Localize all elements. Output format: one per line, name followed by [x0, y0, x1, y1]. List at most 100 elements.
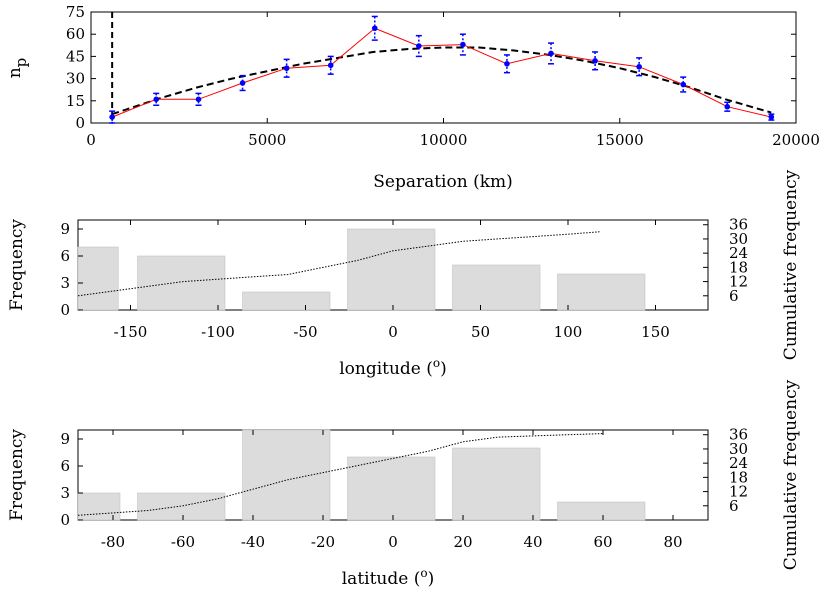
separation-ylabel: np	[5, 58, 30, 79]
separation-xtick-label: 10000	[420, 131, 468, 149]
longitude-frequency-bar	[557, 273, 646, 311]
separation-data-point	[768, 114, 775, 120]
separation-plot-frame	[90, 11, 797, 124]
latitude-y2tick-label: 24	[729, 454, 748, 472]
latitude-ylabel: Frequency	[7, 429, 27, 521]
separation-xlabel: Separation (km)	[373, 172, 513, 192]
latitude-xtick-label: 20	[453, 533, 472, 551]
latitude-ytick-label: 3	[60, 484, 70, 502]
longitude-y2tick-label: 30	[729, 230, 748, 248]
separation-data-point	[327, 62, 334, 69]
longitude-ytick-label: 3	[60, 274, 70, 292]
separation-data-point	[636, 63, 642, 70]
longitude-xtick-label: 100	[554, 323, 583, 341]
latitude-xlabel-text: latitude	[342, 569, 409, 589]
separation-xtick-label: 5000	[248, 131, 286, 149]
separation-data-point	[109, 114, 115, 120]
latitude-frequency-bar	[452, 447, 541, 521]
latitude-xlabel-sup: o	[420, 566, 427, 580]
latitude-xtick-label: 60	[593, 533, 612, 551]
separation-fit-curve	[111, 46, 772, 116]
longitude-frequency-bar	[137, 255, 226, 311]
separation-xtick-label: 0	[86, 131, 96, 149]
longitude-marks	[77, 228, 646, 311]
longitude-xtick-label: -150	[114, 323, 148, 341]
latitude-xlabel: latitude (o)	[342, 566, 435, 589]
separation-ytick-label: 75	[66, 3, 85, 21]
latitude-frequency-bar	[137, 492, 226, 521]
longitude-ylabel: Frequency	[7, 219, 27, 311]
separation-ticks: 0 5000 10000 15000 20000 0 15 30 45 60 75	[66, 3, 820, 149]
latitude-y2tick-label: 18	[729, 468, 748, 486]
separation-data-point	[548, 50, 554, 57]
longitude-xtick-label: 150	[641, 323, 670, 341]
latitude-frequency-bar	[347, 456, 436, 521]
latitude-xtick-label: 0	[388, 533, 398, 551]
latitude-marks	[77, 429, 646, 521]
latitude-xtick-label: -60	[171, 533, 195, 551]
latitude-xtick-label: 40	[523, 533, 542, 551]
longitude-cumulative-line	[77, 231, 600, 297]
latitude-ytick-label: 9	[60, 430, 70, 448]
separation-data-point	[239, 80, 246, 86]
separation-data-point	[371, 25, 378, 32]
longitude-y2tick-label: 24	[729, 244, 748, 262]
latitude-ytick-label: 6	[60, 457, 70, 475]
separation-ylabel-sub: p	[12, 58, 30, 68]
separation-xtick-label: 20000	[772, 131, 820, 149]
latitude-xtick-label: -20	[311, 533, 335, 551]
separation-ytick-label: 60	[66, 25, 85, 43]
longitude-xlabel-text: longitude	[339, 359, 421, 379]
longitude-xtick-label: 0	[388, 323, 398, 341]
latitude-xtick-label: -40	[241, 533, 265, 551]
separation-data-point	[460, 41, 466, 48]
separation-ytick-label: 15	[66, 92, 85, 110]
separation-data-point	[724, 103, 731, 110]
latitude-ytick-label: 0	[60, 511, 70, 529]
separation-data-point	[283, 65, 290, 72]
separation-data-point	[416, 43, 422, 49]
latitude-y2label: Cumulative frequency	[781, 379, 801, 570]
longitude-ytick-label: 9	[60, 220, 70, 238]
separation-data-point	[592, 58, 598, 64]
longitude-frequency-bar	[452, 264, 541, 311]
separation-observed-line	[112, 27, 772, 118]
separation-ytick-label: 45	[66, 47, 85, 65]
longitude-y2tick-label: 6	[729, 287, 739, 305]
separation-data-point	[195, 96, 202, 103]
latitude-cumulative-line	[77, 433, 604, 516]
latitude-y2tick-label: 12	[729, 483, 748, 501]
separation-xtick-label: 15000	[596, 131, 644, 149]
longitude-y2label: Cumulative frequency	[781, 169, 801, 360]
longitude-frequency-bar	[347, 228, 436, 311]
longitude-y2tick-label: 36	[729, 216, 748, 234]
separation-data-point	[680, 81, 686, 88]
separation-ytick-label: 0	[75, 114, 85, 132]
latitude-xtick-label: -80	[101, 533, 125, 551]
longitude-xlabel: longitude (o)	[339, 356, 447, 379]
longitude-ytick-label: 0	[60, 301, 70, 319]
separation-ytick-label: 30	[66, 70, 85, 88]
separation-marks	[109, 12, 775, 124]
latitude-y2tick-label: 36	[729, 426, 748, 444]
longitude-frequency-bar	[77, 246, 119, 311]
longitude-xtick-label: -100	[201, 323, 235, 341]
longitude-xtick-label: -50	[293, 323, 317, 341]
latitude-frequency-bar	[557, 501, 646, 521]
latitude-y2tick-label: 30	[729, 440, 748, 458]
latitude-frequency-bar	[77, 492, 121, 521]
longitude-frequency-bar	[242, 291, 331, 311]
separation-data-point	[504, 61, 510, 67]
latitude-frequency-bar	[242, 429, 331, 521]
separation-panel: 0 5000 10000 15000 20000 0 15 30 45 60 75 np Separ…	[5, 3, 820, 192]
longitude-y2tick-label: 12	[729, 273, 748, 291]
latitude-xtick-label: 80	[663, 533, 682, 551]
separation-ylabel-base: n	[5, 67, 25, 78]
separation-data-point	[153, 96, 160, 103]
longitude-y2tick-label: 18	[729, 258, 748, 276]
